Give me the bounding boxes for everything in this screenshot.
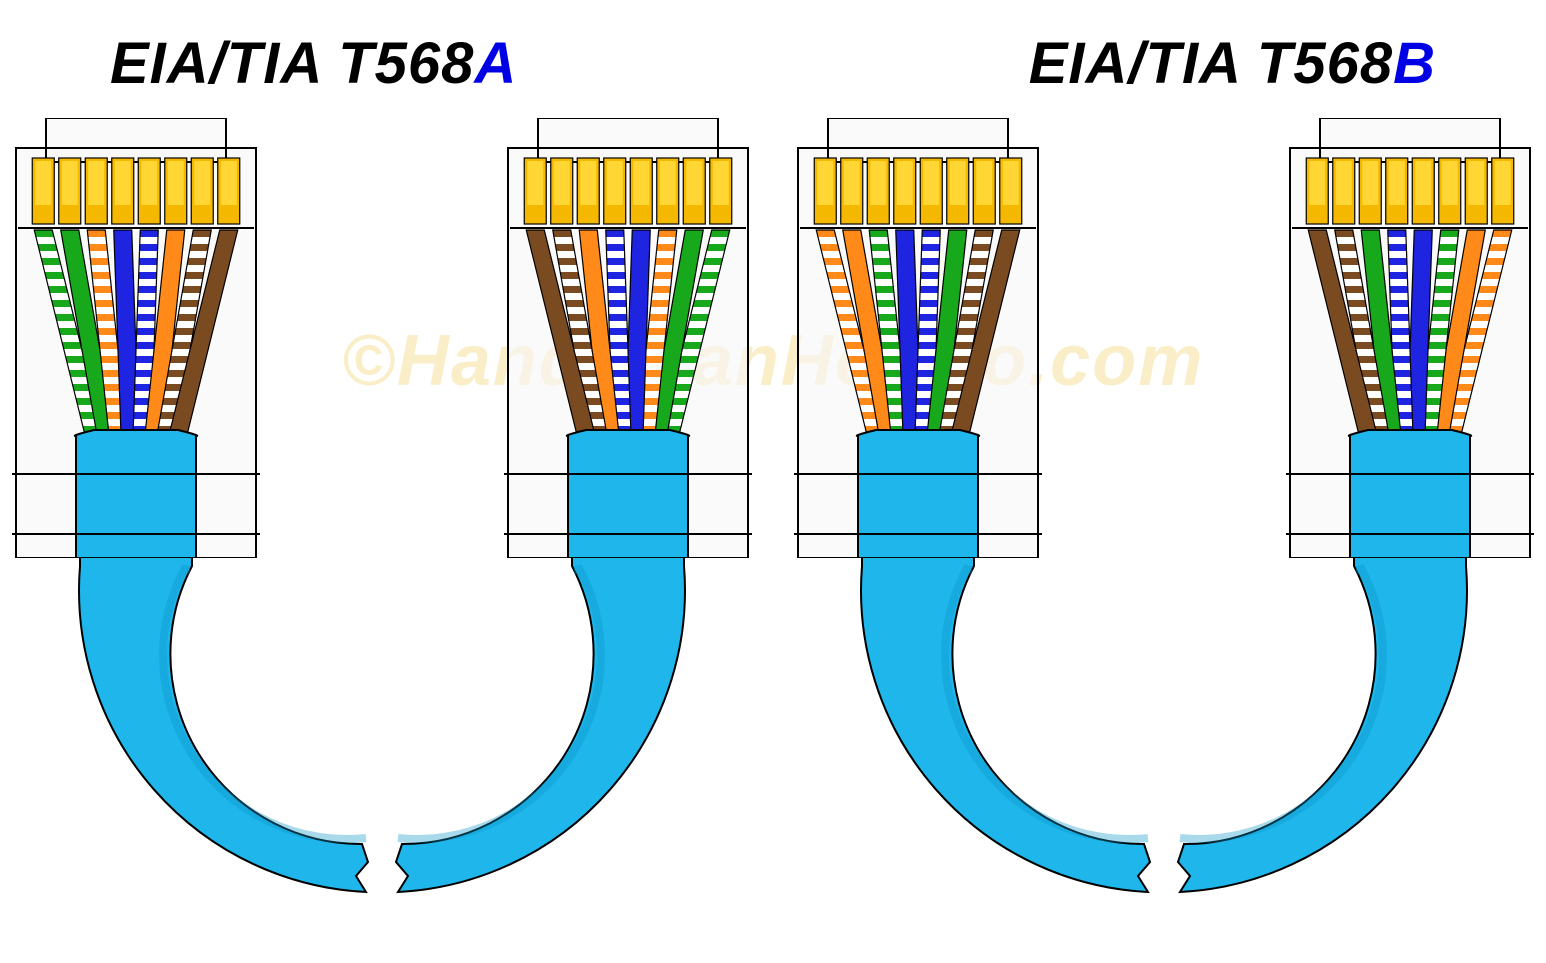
title-t568a: EIA/TIA T568A [110, 30, 517, 97]
rj45-connector-right [504, 118, 752, 558]
title-a-prefix: EIA/TIA T568 [110, 31, 474, 96]
cable-jacket [1349, 430, 1471, 558]
cable-jacket [857, 430, 979, 558]
title-b-suffix: B [1393, 31, 1436, 96]
title-row: EIA/TIA T568A EIA/TIA T568B [0, 30, 1546, 97]
cables-row [0, 118, 1546, 558]
u-cable-right [396, 554, 685, 892]
cable-jacket [75, 430, 197, 558]
cable-group-t568a [12, 118, 752, 558]
title-a-suffix: A [474, 31, 517, 96]
connector-tab [1320, 118, 1500, 162]
title-b-prefix: EIA/TIA T568 [1029, 31, 1393, 96]
u-cable-left [79, 554, 368, 892]
connector-tab [46, 118, 226, 162]
cable-group-t568b [794, 118, 1534, 558]
u-cable-right [1178, 554, 1467, 892]
rj45-connector-right [1286, 118, 1534, 558]
title-t568b: EIA/TIA T568B [1029, 30, 1436, 97]
u-cable-left [861, 554, 1150, 892]
rj45-connector-left [794, 118, 1042, 558]
connector-tab [538, 118, 718, 162]
connector-tab [828, 118, 1008, 162]
cable-jacket [567, 430, 689, 558]
rj45-connector-left [12, 118, 260, 558]
